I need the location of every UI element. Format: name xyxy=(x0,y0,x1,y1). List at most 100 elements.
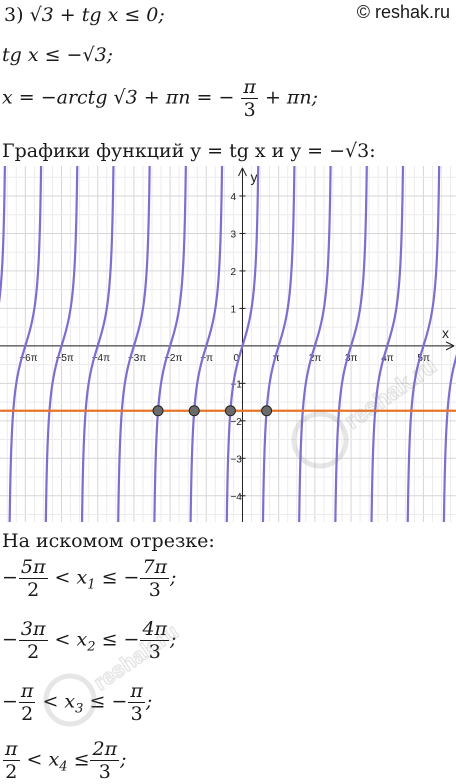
tangent-branch xyxy=(225,166,260,522)
variable: < x xyxy=(26,748,60,771)
variable-index: 1 xyxy=(87,577,96,593)
variable-index: 2 xyxy=(87,639,96,655)
left-numerator: 3π xyxy=(18,618,48,641)
right-operator: ≤ xyxy=(73,748,90,771)
right-fraction: 2π 3 xyxy=(90,738,120,783)
left-numerator: 5π xyxy=(18,556,48,579)
right-numerator: 2π xyxy=(90,738,120,761)
x-tick-label: −5π xyxy=(56,353,74,364)
step-2-left: x = −arctg √3 + πn = − xyxy=(2,86,235,109)
line-end: ; xyxy=(145,690,153,713)
answer-line: −5π 2 < x1 ≤ −7π 3; xyxy=(2,556,176,601)
tangent-graph: x y −6π −5π −4π −3π −2π −π 0 π 2π 3π 4π 5π 4 3 2 1 −1 −2 −3 −… xyxy=(0,166,456,522)
item-number: 3) xyxy=(4,4,24,26)
x-tick-label: 4π xyxy=(381,353,394,364)
left-sign: − xyxy=(2,628,18,651)
x-tick-label: π xyxy=(273,353,280,364)
left-fraction: 3π 2 xyxy=(18,618,48,663)
y-tick-label: −1 xyxy=(230,379,242,390)
tangent-branch xyxy=(0,166,6,304)
right-fraction: 4π 3 xyxy=(140,618,170,663)
right-denominator: 3 xyxy=(130,703,143,725)
right-denominator: 3 xyxy=(148,579,161,601)
answer-line: − π 2 < x3 ≤ − π 3; xyxy=(2,680,152,725)
left-denominator: 2 xyxy=(5,761,18,783)
x-tick-label: 0 xyxy=(233,353,239,364)
tangent-branch xyxy=(298,166,332,522)
left-numerator: π xyxy=(18,680,36,703)
y-tick-label: 4 xyxy=(230,192,236,203)
tangent-branch xyxy=(442,354,456,522)
y-tick-label: 3 xyxy=(230,229,236,240)
tangent-branch xyxy=(189,166,224,522)
tangent-branch xyxy=(44,166,79,522)
x-tick-label: 2π xyxy=(309,353,322,364)
step-2: x = −arctg √3 + πn = − π 3 + πn; xyxy=(2,76,318,121)
answer-intro: На искомом отрезке: xyxy=(2,530,215,552)
left-sign: − xyxy=(2,566,18,589)
x-tick-label: −2π xyxy=(164,353,182,364)
x-tick-label: −4π xyxy=(92,353,110,364)
step-2-fraction: π 3 xyxy=(241,76,258,121)
problem-statement: 3) √3 + tg x ≤ 0; xyxy=(4,4,165,26)
left-denominator: 2 xyxy=(27,641,40,663)
answer-line: −3π 2 < x2 ≤ −4π 3; xyxy=(2,618,176,663)
fraction-denominator: 3 xyxy=(243,99,256,121)
left-denominator: 2 xyxy=(21,703,34,725)
left-fraction: 5π 2 xyxy=(18,556,48,601)
inequality: √3 + tg x ≤ 0; xyxy=(29,4,165,26)
left-denominator: 2 xyxy=(27,579,40,601)
x-tick-label: 3π xyxy=(345,353,358,364)
x-axis-label: x xyxy=(442,325,449,341)
right-numerator: 7π xyxy=(140,556,170,579)
variable: < x xyxy=(54,566,88,589)
y-tick-label: −2 xyxy=(230,417,242,428)
y-tick-label: 2 xyxy=(230,267,236,278)
tangent-branch xyxy=(80,166,115,522)
right-numerator: π xyxy=(128,680,145,703)
variable: < x xyxy=(54,628,88,651)
y-tick-label: −4 xyxy=(230,492,242,503)
tangent-branch xyxy=(261,166,296,522)
tangent-branch xyxy=(153,166,187,522)
intersection-point xyxy=(224,405,236,417)
intersection-point xyxy=(152,405,164,417)
x-tick-label: −6π xyxy=(19,353,37,364)
x-axis-arrow xyxy=(445,341,455,351)
right-denominator: 3 xyxy=(148,641,161,663)
tangent-branch xyxy=(406,166,441,522)
left-sign: − xyxy=(2,690,18,713)
tangent-branch xyxy=(334,166,368,522)
tangent-branch xyxy=(8,166,43,522)
tangent-branch xyxy=(117,166,151,522)
graph-caption: Графики функций y = tg x и y = −√3: xyxy=(2,140,376,162)
site-badge[interactable]: © reshak.ru xyxy=(356,2,450,22)
x-tick-label: 5π xyxy=(417,353,430,364)
y-tick-label: 1 xyxy=(230,304,236,315)
intersection-point xyxy=(261,405,273,417)
fraction-numerator: π xyxy=(241,76,258,99)
right-denominator: 3 xyxy=(98,761,111,783)
line-end: ; xyxy=(170,566,177,589)
step-2-right: + πn; xyxy=(264,86,319,109)
y-axis-arrow xyxy=(238,167,247,177)
x-tick-label: −π xyxy=(200,353,213,364)
y-tick-label: −3 xyxy=(230,454,242,465)
intersection-point xyxy=(188,405,200,417)
right-operator: ≤ − xyxy=(101,566,140,589)
line-end: ; xyxy=(170,628,177,651)
right-fraction: 7π 3 xyxy=(140,556,170,601)
right-operator: ≤ − xyxy=(101,628,140,651)
line-end: ; xyxy=(120,748,127,771)
step-1: tg x ≤ −√3; xyxy=(2,44,114,66)
left-numerator: π xyxy=(3,738,20,761)
variable-index: 3 xyxy=(75,701,84,717)
x-tick-label: −3π xyxy=(128,353,146,364)
tangent-branch xyxy=(370,166,405,522)
variable: < x xyxy=(42,690,76,713)
right-numerator: 4π xyxy=(140,618,170,641)
